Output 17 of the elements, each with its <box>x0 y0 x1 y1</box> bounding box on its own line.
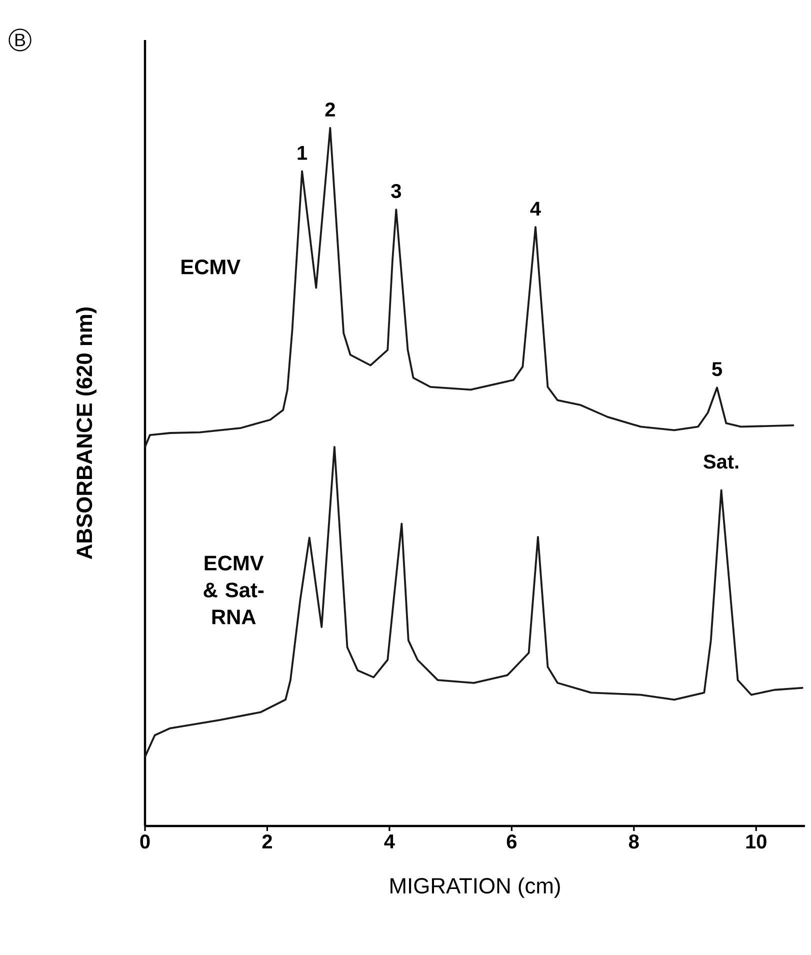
annotation: 4 <box>530 202 541 216</box>
x-tick-label: 10 <box>746 834 766 849</box>
annotation: 1 <box>298 146 308 160</box>
x-tick-label: 2 <box>262 834 272 848</box>
x-tick-label: 0 <box>140 834 150 849</box>
annotation: 2 <box>325 102 335 116</box>
annotation: Sat. <box>704 454 738 469</box>
text: B <box>15 34 26 46</box>
x-tick-label: 6 <box>506 834 516 849</box>
series-label: ECMV & Sat-RNA <box>204 556 264 624</box>
annotation: 5 <box>712 362 722 376</box>
y-axis-title: ABSORBANCE (620 nm) <box>76 307 96 560</box>
text: ECMV <box>182 260 240 274</box>
annotation: 3 <box>391 184 401 198</box>
x-tick-label: 8 <box>628 834 639 849</box>
x-axis-title: MIGRATION (cm) <box>390 877 560 898</box>
x-tick-label: 4 <box>384 834 395 848</box>
